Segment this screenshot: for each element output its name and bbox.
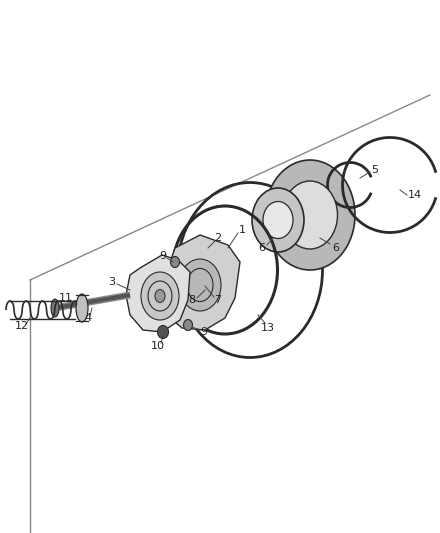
Text: 7: 7 [214, 295, 222, 305]
Text: 6: 6 [259, 243, 265, 253]
Ellipse shape [155, 289, 165, 303]
Text: 9: 9 [201, 327, 208, 337]
Text: 2: 2 [214, 233, 222, 243]
Ellipse shape [252, 188, 304, 252]
Text: 12: 12 [15, 321, 29, 331]
Ellipse shape [171, 256, 180, 268]
Text: 14: 14 [408, 190, 422, 200]
Ellipse shape [265, 160, 355, 270]
Text: 5: 5 [371, 165, 378, 175]
Ellipse shape [179, 259, 221, 311]
Ellipse shape [51, 299, 59, 317]
Text: 8: 8 [188, 295, 195, 305]
Ellipse shape [183, 319, 193, 330]
Ellipse shape [76, 294, 88, 322]
Ellipse shape [141, 272, 179, 320]
Text: 10: 10 [151, 341, 165, 351]
Ellipse shape [282, 181, 337, 249]
Text: 4: 4 [84, 313, 92, 323]
Ellipse shape [158, 326, 169, 338]
Text: 13: 13 [261, 323, 275, 333]
Text: 11: 11 [59, 293, 73, 303]
Text: 3: 3 [109, 277, 115, 287]
Polygon shape [126, 255, 190, 332]
Text: 9: 9 [159, 251, 167, 261]
Polygon shape [164, 235, 240, 330]
Ellipse shape [186, 263, 210, 293]
Ellipse shape [263, 201, 293, 238]
Text: 1: 1 [238, 225, 246, 235]
Ellipse shape [178, 253, 218, 303]
Text: 6: 6 [333, 243, 340, 253]
